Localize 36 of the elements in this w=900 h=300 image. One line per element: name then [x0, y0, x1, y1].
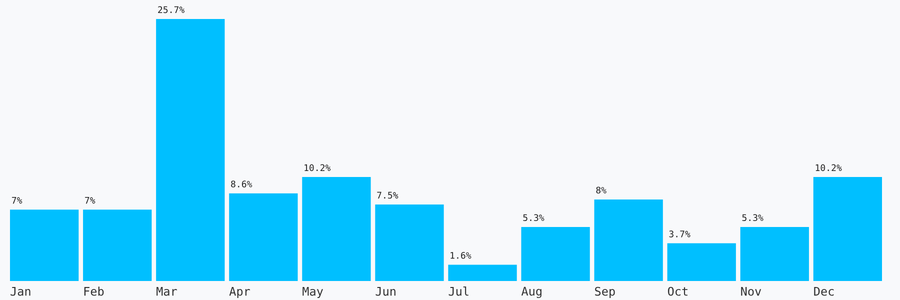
bar [10, 210, 79, 281]
data-label: 5.3% [742, 214, 764, 222]
x-tick-label: May [302, 286, 323, 298]
data-label: 7.5% [377, 192, 398, 199]
data-label: 5.3% [523, 214, 544, 222]
bar [375, 204, 444, 281]
x-tick-label: Jan [10, 286, 30, 296]
x-tick-label: Nov [741, 286, 762, 296]
bar [448, 264, 517, 281]
data-label: 10.2% [816, 164, 842, 172]
bar [740, 226, 809, 281]
data-label: 3.7% [669, 230, 690, 238]
x-tick-label: Jun [376, 286, 396, 296]
data-label: 1.6% [450, 252, 472, 259]
x-tick-label: Apr [229, 286, 250, 298]
x-tick-label: Feb [84, 286, 104, 296]
x-tick-label: Sep [595, 286, 615, 298]
data-label: 8.6% [231, 180, 252, 188]
x-tick-label: Mar [156, 286, 177, 296]
x-tick-label: Aug [521, 286, 542, 298]
bar [83, 210, 152, 281]
data-label: 8% [596, 186, 606, 194]
x-tick-label: Oct [668, 286, 688, 296]
x-tick-label: Jul [448, 286, 468, 296]
bar [521, 226, 590, 281]
bar [302, 177, 371, 281]
x-tick-label: Dec [814, 286, 834, 296]
bar [813, 177, 882, 281]
data-label: 25.7% [158, 6, 184, 14]
bar [156, 19, 225, 281]
data-label: 10.2% [304, 164, 331, 172]
bar [594, 199, 663, 281]
bar [667, 243, 736, 281]
bar [229, 193, 298, 281]
data-label: 7% [85, 197, 96, 204]
data-label: 7% [12, 197, 22, 204]
